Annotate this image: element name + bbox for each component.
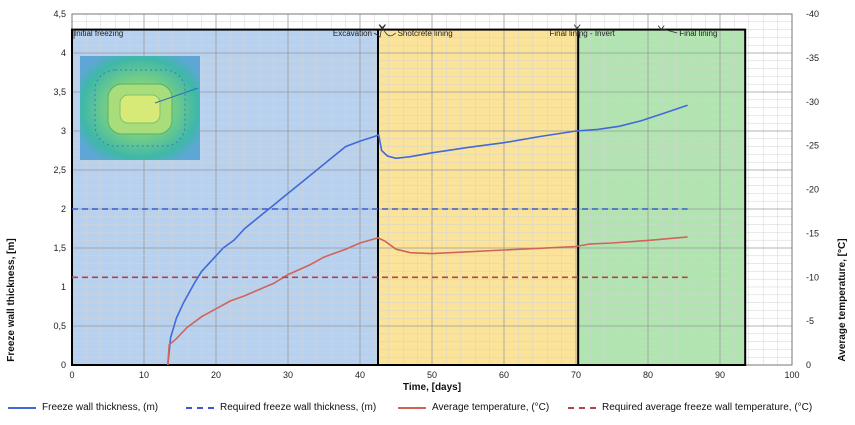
y-right-tick-label: -25 bbox=[806, 141, 819, 151]
legend-label-temperature: Average temperature, (°C) bbox=[432, 402, 550, 413]
x-axis-title: Time, [days] bbox=[403, 382, 461, 393]
x-tick-label: 20 bbox=[211, 370, 221, 380]
y-left-tick-label: 1,5 bbox=[53, 243, 66, 253]
legend-swatch-thickness bbox=[8, 406, 36, 409]
phase-region-2 bbox=[578, 29, 746, 365]
x-tick-label: 90 bbox=[715, 370, 725, 380]
y-left-tick-label: 0,5 bbox=[53, 321, 66, 331]
annotation-leader-excavation bbox=[373, 26, 383, 38]
y-right-tick-label: -20 bbox=[806, 185, 819, 195]
annotation-arrowhead bbox=[573, 24, 581, 30]
legend-swatch-temperature bbox=[398, 406, 426, 409]
plot-frame bbox=[71, 13, 793, 366]
phase-backgrounds bbox=[72, 29, 746, 365]
y-left-tick-label: 4,5 bbox=[53, 9, 66, 19]
y-left-tick-label: 3 bbox=[61, 126, 66, 136]
legend-swatch-required-temperature bbox=[568, 406, 596, 409]
x-tick-label: 0 bbox=[69, 370, 74, 380]
x-tick-label: 10 bbox=[139, 370, 149, 380]
legend-item-temperature: Average temperature, (°C) bbox=[398, 402, 549, 413]
y-left-tick-label: 0 bbox=[61, 360, 66, 370]
y-left-tick-label: 4 bbox=[61, 48, 66, 58]
phase-region-1 bbox=[378, 29, 579, 365]
y-left-tick-label: 2,5 bbox=[53, 165, 66, 175]
series bbox=[72, 104, 688, 366]
annotation-label-3: Final lining - Invert bbox=[549, 29, 615, 38]
legend-item-required-temperature: Required average freeze wall temperature… bbox=[568, 402, 812, 413]
y-right-tick-label: -5 bbox=[806, 316, 814, 326]
y-right-tick-label: -40 bbox=[806, 9, 819, 19]
y-axis-left-title: Freeze wall thickness, [m] bbox=[6, 238, 17, 361]
annotation-arrowhead bbox=[378, 24, 386, 30]
phase-annotations: Initial freezing Excavation Shotcrete lini… bbox=[73, 24, 717, 39]
annotation-arrowhead bbox=[379, 24, 386, 30]
legend-swatch-required-thickness bbox=[186, 406, 214, 409]
annotation-leader-final bbox=[661, 28, 678, 34]
phase-box-border bbox=[71, 28, 747, 366]
y-axis-right-title: Average temperature, [°C] bbox=[837, 238, 848, 361]
y-left-tick-label: 3,5 bbox=[53, 87, 66, 97]
series-line-2 bbox=[167, 236, 688, 366]
legend: Freeze wall thickness, (m) Required free… bbox=[0, 398, 855, 420]
annotation-label-1: Excavation bbox=[333, 29, 372, 38]
annotation-label-2: Shotcrete lining bbox=[398, 29, 453, 38]
y-left-tick-label: 2 bbox=[61, 204, 66, 214]
legend-label-required-temperature: Required average freeze wall temperature… bbox=[602, 402, 813, 413]
legend-label-thickness: Freeze wall thickness, (m) bbox=[42, 402, 159, 413]
x-tick-label: 60 bbox=[499, 370, 509, 380]
x-tick-label: 40 bbox=[355, 370, 365, 380]
annotation-leader-shotcrete bbox=[382, 26, 396, 37]
x-tick-label: 100 bbox=[784, 370, 799, 380]
series-line-0 bbox=[167, 104, 688, 366]
y-right-tick-label: -35 bbox=[806, 53, 819, 63]
legend-item-required-thickness: Required freeze wall thickness, (m) bbox=[186, 402, 376, 413]
inset-thumbnail bbox=[80, 56, 200, 160]
legend-item-thickness: Freeze wall thickness, (m) bbox=[8, 402, 158, 413]
y-right-tick-label: -15 bbox=[806, 228, 819, 238]
y-left-tick-label: 1 bbox=[61, 282, 66, 292]
y-right-tick-label: 0 bbox=[806, 360, 811, 370]
x-tick-label: 50 bbox=[427, 370, 437, 380]
x-tick-label: 80 bbox=[643, 370, 653, 380]
annotation-label-4: Final lining bbox=[679, 29, 717, 38]
annotation-label-0: Initial freezing bbox=[74, 29, 123, 38]
axis-ticks: 0 10 20 30 40 50 60 70 80 90 100 0 0,5 1 1,5 2 2,5 3 3,5 4 4… bbox=[53, 9, 819, 380]
y-right-tick-label: -30 bbox=[806, 97, 819, 107]
x-tick-label: 30 bbox=[283, 370, 293, 380]
x-tick-label: 70 bbox=[571, 370, 581, 380]
annotation-arrowhead bbox=[657, 25, 665, 31]
y-right-tick-label: -10 bbox=[806, 272, 819, 282]
freeze-wall-chart: 0 10 20 30 40 50 60 70 80 90 100 0 0,5 1 1,5 2 2,5 3 3,5 4 4… bbox=[6, 9, 848, 393]
legend-label-required-thickness: Required freeze wall thickness, (m) bbox=[220, 402, 377, 413]
